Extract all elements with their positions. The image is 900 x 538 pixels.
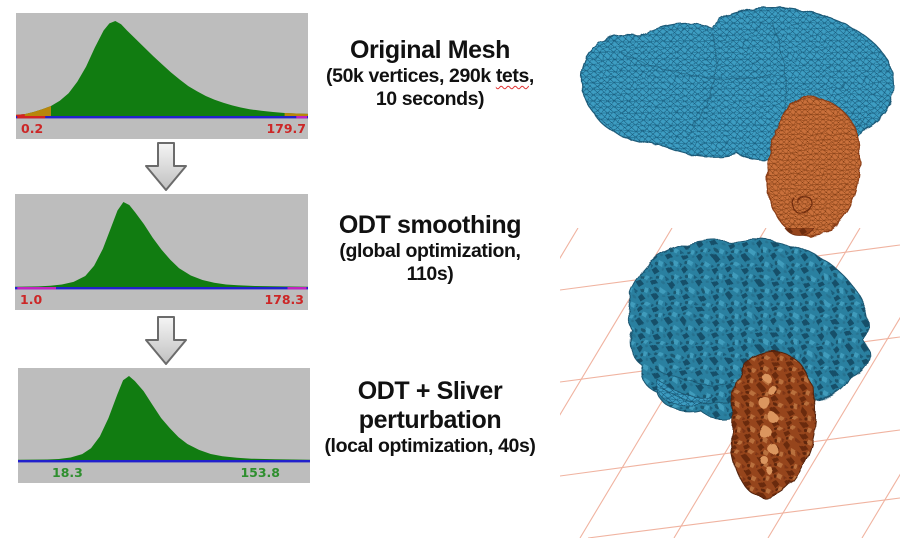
- histogram-min-label: 1.0: [20, 291, 43, 307]
- mesh-render-bottom: [560, 228, 900, 538]
- cerebellum-highlight-speckles: [759, 374, 778, 475]
- histogram-plot-original: [16, 21, 308, 119]
- histogram-panel-original: 0.2 179.7: [16, 13, 308, 139]
- cerebellum-mesh-brown: [730, 350, 817, 498]
- step-title-line1: ODT + Sliver: [357, 377, 503, 405]
- step-title-line2: perturbation: [358, 406, 502, 434]
- upper-mesh-overhang: [784, 228, 815, 236]
- step-label-original-mesh: Original Mesh (50k vertices, 290k tets, …: [305, 36, 555, 112]
- step-subtitle-line2: 110s): [406, 263, 454, 286]
- histogram-max-label: 153.8: [240, 464, 280, 480]
- down-arrow-icon: [145, 142, 187, 191]
- kidney-mesh-orange: [766, 96, 861, 237]
- histogram-max-label: 178.3: [264, 291, 304, 307]
- histogram-panel-sliver: 18.3 153.8: [18, 368, 310, 483]
- histogram-plot-odt: [15, 202, 308, 290]
- step-title: Original Mesh: [349, 36, 511, 64]
- subtitle-text: (50k vertices, 290k: [326, 65, 496, 87]
- histogram-min-label: 18.3: [52, 464, 83, 480]
- step-subtitle-line2: 10 seconds): [375, 88, 485, 111]
- step-subtitle-line1: (global optimization,: [339, 240, 521, 262]
- histogram-max-label: 179.7: [266, 120, 306, 136]
- step-label-odt-sliver: ODT + Sliver perturbation (local optimiz…: [305, 377, 555, 458]
- mesh-render-top: [580, 7, 894, 237]
- step-subtitle-line1: (local optimization, 40s): [324, 435, 536, 457]
- step-title: ODT smoothing: [338, 211, 522, 239]
- histogram-plot-sliver: [18, 376, 310, 463]
- misspelled-word: tets: [495, 65, 529, 87]
- histogram-min-label: 0.2: [21, 120, 44, 136]
- subtitle-text: ,: [528, 65, 534, 87]
- down-arrow-icon: [145, 316, 187, 365]
- histogram-panel-odt: 1.0 178.3: [15, 194, 308, 310]
- step-subtitle-line1: (50k vertices, 290k tets,: [305, 65, 555, 88]
- step-label-odt-smoothing: ODT smoothing (global optimization, 110s…: [305, 211, 555, 287]
